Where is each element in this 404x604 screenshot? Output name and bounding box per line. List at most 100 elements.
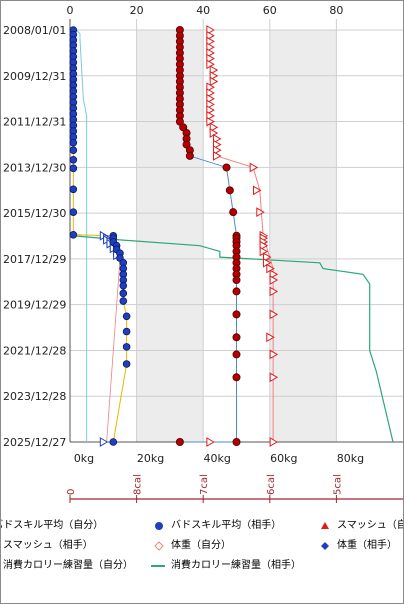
point-smash-self — [213, 139, 222, 150]
point-bads-self — [122, 343, 131, 351]
point-bads-opp — [229, 208, 238, 217]
point-smash-self — [206, 105, 215, 115]
point-bads-opp — [175, 437, 184, 446]
legend-symbol-diamond-open — [154, 541, 164, 551]
point-smash-self — [206, 36, 215, 47]
y-axis-tick-label: 2015/12/30 — [3, 207, 66, 220]
point-bads-self — [119, 289, 128, 298]
point-bads-opp — [232, 350, 241, 359]
point-bads-opp — [225, 186, 234, 195]
point-smash-self — [259, 240, 269, 251]
cal-axis-tick-label: 6cal — [266, 474, 277, 495]
point-bads-self — [122, 360, 131, 368]
point-bads-self — [122, 312, 131, 321]
point-smash-self — [269, 372, 279, 383]
point-smash-self — [209, 76, 219, 87]
point-smash-self — [269, 275, 279, 285]
point-bads-self — [69, 164, 78, 173]
point-weight-opp — [99, 437, 109, 447]
top-axis-tick-label: 20 — [130, 4, 144, 17]
point-smash-self — [206, 48, 215, 58]
point-bads-opp — [232, 276, 241, 285]
point-bads-opp — [185, 151, 194, 160]
bottom-axis-tick-label: 20kg — [137, 452, 164, 465]
legend-symbol-circle-shape — [155, 522, 163, 530]
legend: バドスキル平均（自分） バドスキル平均（相手） スマッシュ（自 スマッシュ（相手… — [1, 513, 403, 575]
point-bads-opp — [232, 437, 241, 446]
point-bads-self — [69, 138, 78, 147]
point-smash-self — [256, 207, 265, 218]
legend-label: スマッシュ（自 — [337, 520, 403, 531]
cal-axis-tick-label: 8cal — [133, 474, 144, 495]
legend-symbol-diamond — [321, 542, 329, 550]
legend-label: スマッシュ（相手） — [3, 540, 93, 551]
top-axis-tick-label: 0 — [67, 4, 74, 17]
point-bads-self — [69, 185, 78, 194]
series-line-cal-self — [76, 29, 88, 442]
point-smash-self — [269, 437, 279, 447]
point-smash-self — [206, 25, 215, 35]
y-axis-tick-label: 2009/12/31 — [3, 70, 66, 83]
point-smash-self — [252, 185, 262, 196]
y-axis-tick-label: 2013/12/30 — [3, 161, 66, 174]
legend-symbol-line — [151, 565, 165, 567]
bottom-axis-tick-label: 40kg — [204, 452, 231, 465]
bottom-axis-tick-label: 0kg — [74, 452, 94, 465]
point-bads-opp — [232, 333, 241, 342]
point-smash-self — [269, 269, 279, 280]
y-axis-tick-label: 2021/12/28 — [3, 344, 66, 357]
y-axis-tick-label: 2023/12/28 — [3, 390, 66, 403]
point-smash-self — [206, 30, 215, 41]
series-line-smash-opp — [216, 155, 274, 442]
top-axis-tick-label: 60 — [263, 4, 277, 17]
bottom-axis-tick-label: 60kg — [270, 452, 297, 465]
y-axis-tick-label: 2011/12/31 — [3, 116, 66, 129]
point-bads-self — [69, 231, 78, 239]
point-smash-self — [249, 162, 259, 173]
point-smash-self — [269, 349, 279, 360]
series-line-cal-opp — [73, 235, 394, 443]
legend-symbol-diamond-shape — [321, 542, 329, 550]
point-bads-opp — [232, 373, 241, 382]
y-axis-tick-label: 2025/12/27 — [3, 436, 66, 449]
legend-label: 消費カロリー練習量（相手） — [171, 560, 301, 571]
point-bads-self — [69, 156, 78, 164]
cal-axis-tick-label: 0 — [66, 489, 77, 495]
point-smash-self — [213, 145, 222, 156]
point-smash-self — [266, 332, 275, 343]
point-bads-opp — [232, 287, 241, 296]
point-bads-self — [119, 281, 128, 290]
point-smash-self — [206, 88, 215, 98]
point-bads-self — [69, 208, 78, 216]
top-axis-tick-label: 80 — [329, 4, 343, 17]
y-axis-tick-label: 2017/12/29 — [3, 253, 66, 266]
point-smash-self — [262, 252, 272, 262]
legend-label: バドスキル平均（自分） — [1, 520, 104, 531]
legend-label: 体重（自分） — [171, 540, 231, 551]
point-smash-self — [209, 122, 219, 133]
point-bads-opp — [232, 310, 241, 319]
series-line-weight-self — [106, 235, 121, 443]
point-smash-self — [206, 110, 215, 121]
point-bads-self — [69, 146, 78, 155]
plot-band — [269, 30, 337, 442]
plot-band — [136, 30, 204, 442]
point-smash-self — [206, 93, 215, 104]
point-smash-self — [206, 82, 215, 93]
point-smash-self — [206, 437, 215, 447]
legend-symbol-circle — [155, 522, 163, 530]
point-bads-self — [119, 297, 128, 305]
point-smash-self — [213, 133, 222, 144]
legend-symbol-diamond-open-shape — [154, 541, 164, 551]
point-smash-self — [209, 70, 219, 81]
cal-axis-tick-label: 7cal — [199, 474, 210, 495]
point-smash-self — [213, 151, 222, 161]
y-axis-tick-label: 2019/12/29 — [3, 299, 66, 312]
bottom-axis-tick-label: 80kg — [337, 452, 364, 465]
legend-symbol-triangle-shape — [321, 522, 329, 529]
y-axis-tick-label: 2008/01/01 — [3, 24, 66, 37]
point-smash-self — [269, 309, 279, 320]
legend-label: 消費カロリー練習量（自分） — [3, 560, 133, 571]
point-smash-self — [206, 42, 215, 53]
